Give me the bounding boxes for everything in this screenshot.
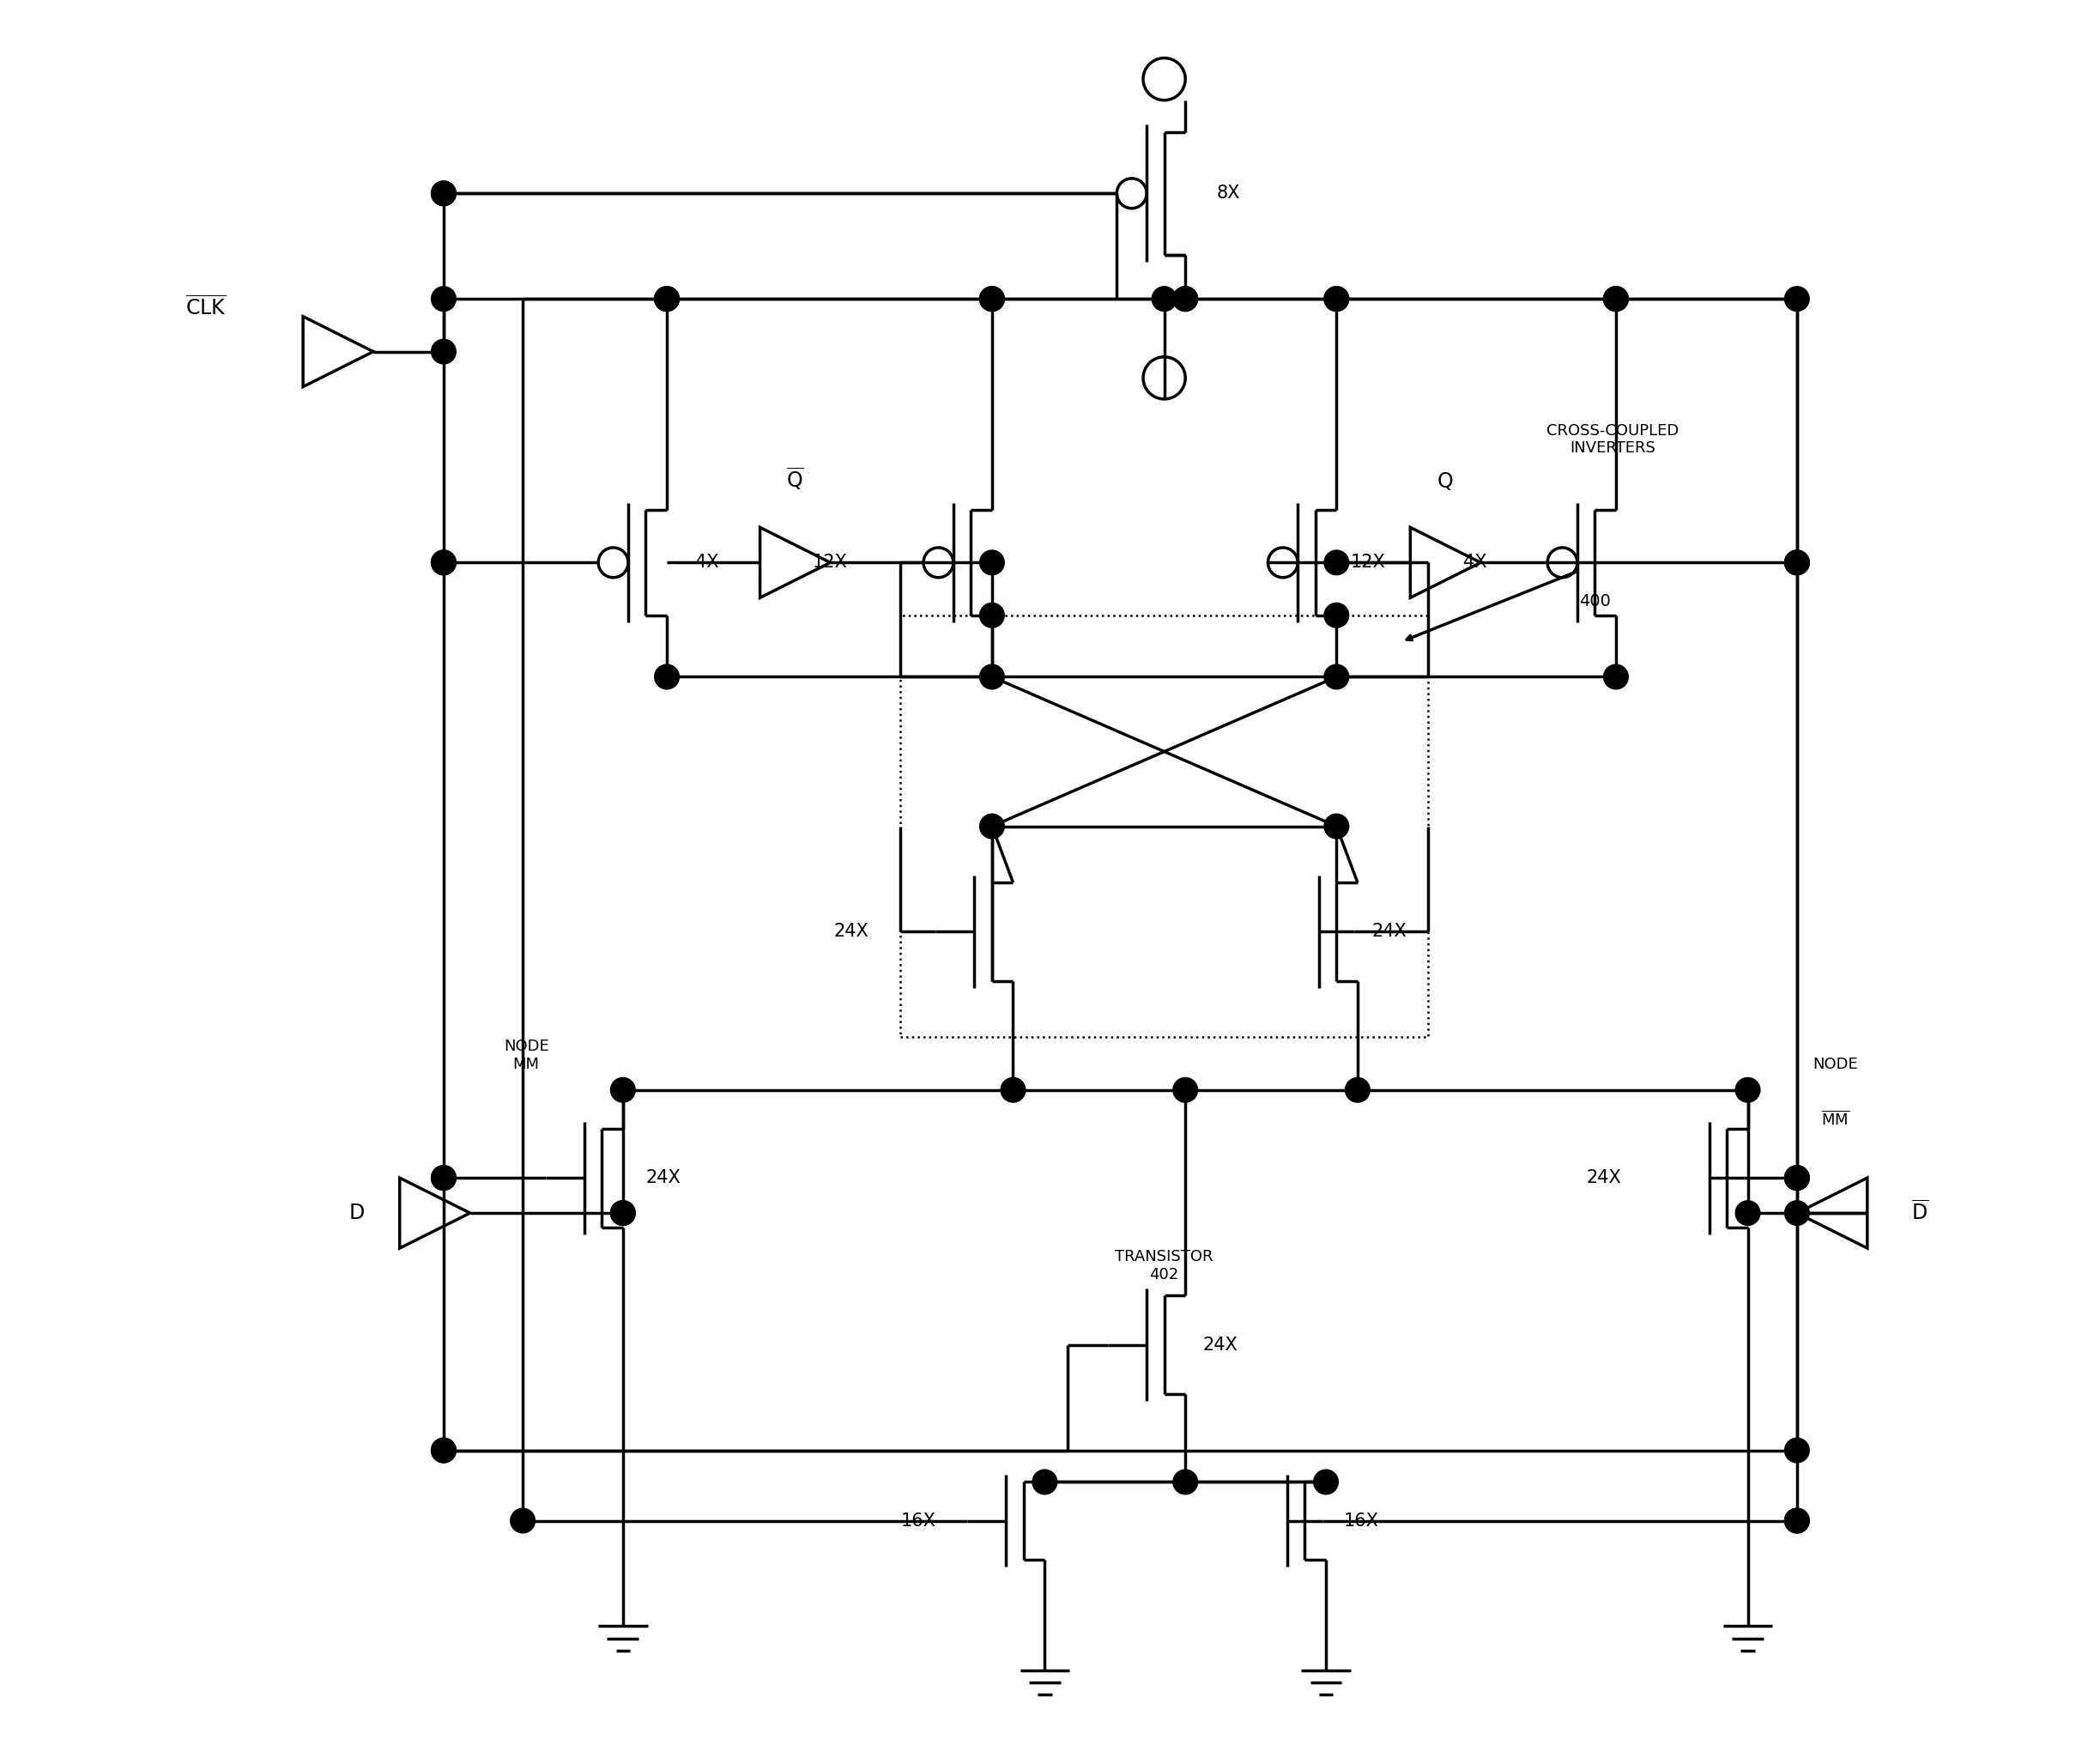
Circle shape [981, 550, 1004, 575]
Circle shape [1604, 665, 1628, 689]
Circle shape [1002, 1078, 1025, 1102]
Text: 24X: 24X [647, 1169, 680, 1187]
Text: $\overline{\mathregular{CLK}}$: $\overline{\mathregular{CLK}}$ [185, 297, 227, 320]
Circle shape [611, 1201, 634, 1225]
Circle shape [1325, 550, 1348, 575]
Text: CROSS-COUPLED
INVERTERS: CROSS-COUPLED INVERTERS [1546, 424, 1678, 455]
Text: TRANSISTOR
402: TRANSISTOR 402 [1115, 1250, 1214, 1282]
Circle shape [1785, 287, 1810, 311]
Circle shape [430, 550, 456, 575]
Circle shape [1785, 1166, 1810, 1190]
Text: 12X: 12X [813, 554, 848, 571]
Circle shape [1325, 665, 1348, 689]
Circle shape [1153, 287, 1176, 311]
Circle shape [1174, 1078, 1197, 1102]
Circle shape [1174, 287, 1197, 311]
Text: NODE: NODE [1812, 1057, 1858, 1072]
Circle shape [510, 1508, 536, 1533]
Circle shape [611, 1078, 634, 1102]
Text: 16X: 16X [901, 1512, 937, 1529]
Text: 8X: 8X [1218, 185, 1241, 202]
Circle shape [430, 1166, 456, 1190]
Text: D: D [349, 1202, 365, 1224]
Text: NODE
MM: NODE MM [504, 1039, 548, 1072]
Circle shape [1346, 1078, 1369, 1102]
Circle shape [981, 287, 1004, 311]
Text: 4X: 4X [695, 554, 718, 571]
Circle shape [1604, 287, 1628, 311]
Text: Q: Q [1436, 471, 1453, 492]
Circle shape [1735, 1201, 1760, 1225]
Text: 24X: 24X [1371, 923, 1407, 941]
Circle shape [1325, 603, 1348, 628]
Circle shape [430, 550, 456, 575]
Text: 16X: 16X [1344, 1512, 1378, 1529]
Circle shape [981, 603, 1004, 628]
Text: 4X: 4X [1464, 554, 1487, 571]
Circle shape [611, 1201, 634, 1225]
Circle shape [1785, 1166, 1810, 1190]
Circle shape [430, 339, 456, 364]
Bar [901, 615, 1428, 1037]
Circle shape [1785, 550, 1810, 575]
Circle shape [1325, 814, 1348, 839]
Circle shape [1325, 287, 1348, 311]
Text: 24X: 24X [1203, 1336, 1237, 1354]
Circle shape [1785, 1438, 1810, 1463]
Circle shape [430, 1438, 456, 1463]
Circle shape [1735, 1078, 1760, 1102]
Circle shape [981, 287, 1004, 311]
Circle shape [655, 287, 678, 311]
Circle shape [1785, 550, 1810, 575]
Text: 24X: 24X [1586, 1169, 1621, 1187]
Circle shape [430, 287, 456, 311]
Circle shape [1785, 1201, 1810, 1225]
Circle shape [981, 814, 1004, 839]
Circle shape [1325, 287, 1348, 311]
Circle shape [981, 665, 1004, 689]
Circle shape [1174, 287, 1197, 311]
Circle shape [1033, 1470, 1056, 1494]
Circle shape [1785, 1508, 1810, 1533]
Circle shape [430, 1438, 456, 1463]
Circle shape [1604, 287, 1628, 311]
Text: $\overline{\mathregular{MM}}$: $\overline{\mathregular{MM}}$ [1821, 1111, 1850, 1129]
Text: 24X: 24X [834, 923, 869, 941]
Text: $\overline{\mathregular{D}}$: $\overline{\mathregular{D}}$ [1911, 1201, 1928, 1225]
Circle shape [430, 181, 456, 206]
Text: 12X: 12X [1350, 554, 1386, 571]
Text: 400: 400 [1579, 592, 1611, 610]
Circle shape [1174, 1470, 1197, 1494]
Text: $\overline{\mathregular{Q}}$: $\overline{\mathregular{Q}}$ [785, 466, 804, 492]
Circle shape [1785, 1508, 1810, 1533]
Circle shape [655, 287, 678, 311]
Circle shape [1315, 1470, 1338, 1494]
Circle shape [430, 1166, 456, 1190]
Circle shape [655, 665, 678, 689]
Circle shape [430, 181, 456, 206]
